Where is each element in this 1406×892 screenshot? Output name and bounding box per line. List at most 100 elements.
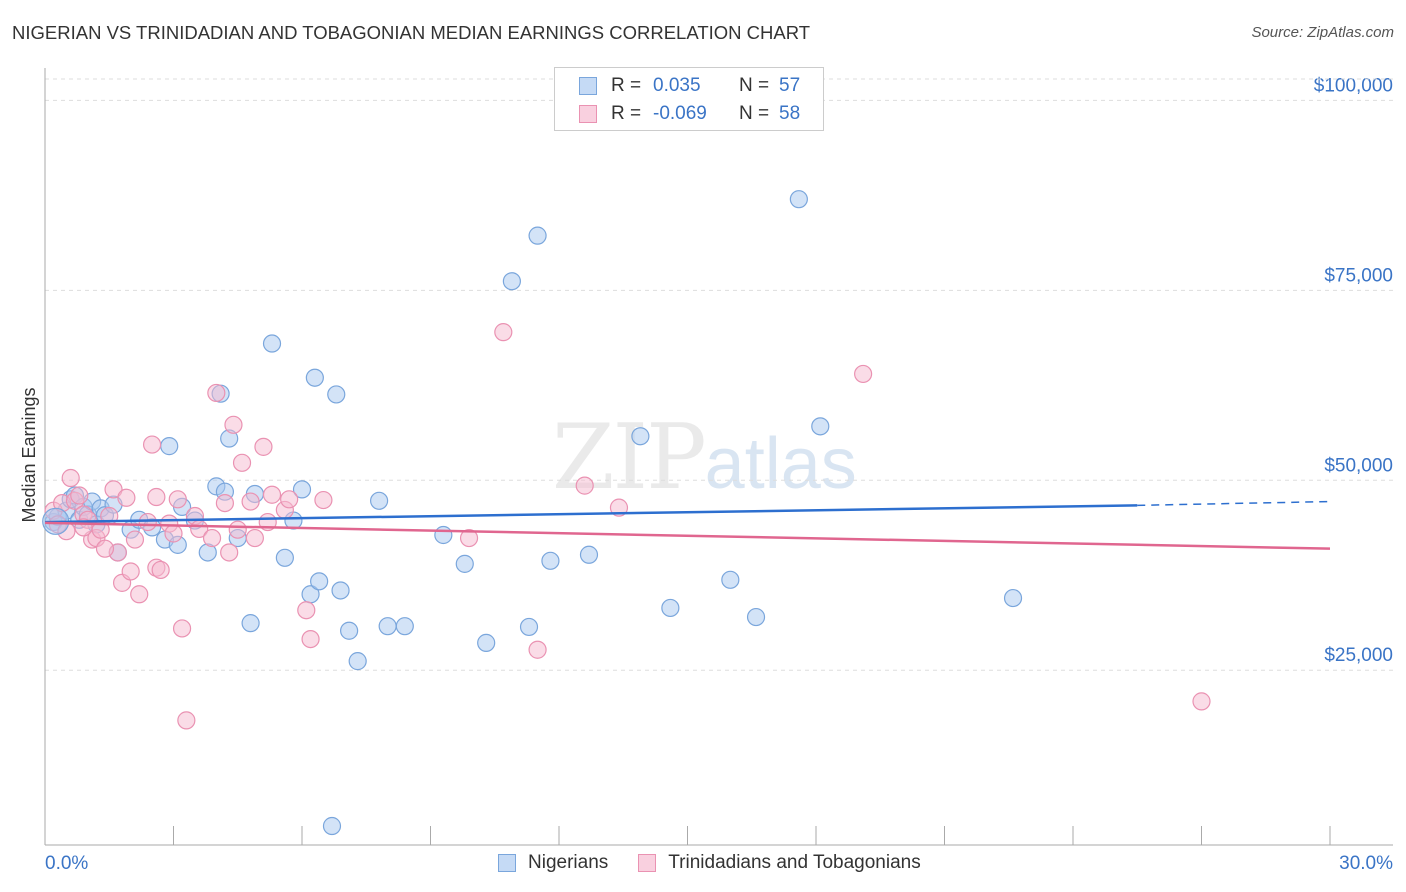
trinidadian-point xyxy=(130,585,149,604)
trinidadian-point xyxy=(104,480,123,499)
nigerian-point xyxy=(631,427,650,446)
y-axis-label: Median Earnings xyxy=(19,387,39,522)
nigerian-point xyxy=(331,581,350,600)
source-label: Source: ZipAtlas.com xyxy=(1251,24,1394,41)
nigerian-point xyxy=(721,570,740,589)
legend-item-trinidadians[interactable]: Trinidadians and Tobagonians xyxy=(638,852,921,874)
trinidadian-point xyxy=(854,364,873,384)
trinidadian-point xyxy=(220,543,239,562)
nigerian-point xyxy=(378,617,397,636)
nigerian-point xyxy=(340,621,359,640)
nigerian-point xyxy=(434,525,453,545)
trinidadian-point xyxy=(202,528,222,548)
legend-swatch-pink xyxy=(638,854,657,872)
trinidadian-point xyxy=(609,498,629,517)
trinidadian-point xyxy=(138,512,157,532)
legend-r-label: R = xyxy=(611,75,642,96)
trinidadian-point xyxy=(301,629,320,649)
legend-r-value: 0.035 xyxy=(653,75,701,96)
nigerian-point xyxy=(327,385,346,404)
x-tick-label: 0.0% xyxy=(45,853,88,874)
watermark-atlas: atlas xyxy=(704,424,857,504)
trinidadian-point xyxy=(147,487,166,507)
trinidadian-point xyxy=(172,619,192,638)
legend-n-label: N = xyxy=(739,103,770,124)
trinidadian-point xyxy=(280,490,299,509)
nigerian-point xyxy=(160,437,179,456)
nigerian-point xyxy=(746,607,766,627)
trinidadian-point xyxy=(297,601,316,620)
correlation-legend: R = 0.035 N = 57 R = -0.069 N = 58 xyxy=(554,67,824,131)
trinidadian-point xyxy=(228,520,247,539)
nigerian-point xyxy=(579,545,599,564)
legend-item-nigerians[interactable]: Nigerians xyxy=(498,852,608,874)
nigerian-point xyxy=(455,554,474,573)
nigerian-point xyxy=(519,617,539,637)
legend-swatch-blue xyxy=(498,854,516,872)
watermark-zip: ZIP xyxy=(552,405,707,510)
trinidadian-point xyxy=(575,476,594,495)
trinidadian-point xyxy=(245,528,264,548)
legend-label-nigerians: Nigerians xyxy=(528,852,609,873)
nigerian-point xyxy=(262,334,282,353)
trinidadian-point xyxy=(494,323,513,342)
nigerian-point xyxy=(1003,588,1023,608)
nigerian-point xyxy=(370,491,389,510)
trinidadian-point xyxy=(215,493,234,513)
trinidadian-point xyxy=(254,437,273,456)
nigerian-trendline-extension xyxy=(1137,500,1331,507)
trinidadian-point xyxy=(142,435,162,454)
nigerian-point xyxy=(348,652,367,671)
nigerian-trendline xyxy=(44,504,1138,524)
watermark: ZIPatlas xyxy=(552,405,857,510)
nigerian-point xyxy=(477,633,496,652)
y-tick-label: $75,000 xyxy=(1324,265,1393,286)
trinidadian-point xyxy=(207,383,226,403)
nigerian-point xyxy=(310,572,329,591)
y-tick-label: $25,000 xyxy=(1324,645,1393,666)
nigerian-point xyxy=(292,480,312,499)
nigerian-point xyxy=(275,548,294,567)
trinidadian-point xyxy=(61,468,80,488)
nigerian-point xyxy=(305,368,324,387)
nigerian-point xyxy=(811,417,830,436)
x-tick-label: 30.0% xyxy=(1339,853,1393,874)
trinidadian-point xyxy=(459,528,479,548)
legend-swatch-pink xyxy=(579,105,597,123)
nigerian-point xyxy=(241,614,260,633)
legend-r-value: -0.069 xyxy=(653,103,707,124)
nigerian-point xyxy=(541,551,560,570)
legend-n-label: N = xyxy=(739,75,770,96)
nigerian-point xyxy=(322,816,342,836)
trinidadian-point xyxy=(241,492,260,511)
legend-swatch-blue xyxy=(579,77,597,95)
legend-label-trinidadians: Trinidadians and Tobagonians xyxy=(668,852,921,873)
trinidadian-point xyxy=(168,490,187,509)
trinidadian-point xyxy=(117,488,136,507)
trinidadian-point xyxy=(528,640,547,659)
trinidadian-point xyxy=(224,415,243,434)
trinidadian-point xyxy=(95,539,115,558)
y-tick-label: $50,000 xyxy=(1324,455,1393,476)
y-tick-label: $100,000 xyxy=(1314,75,1393,96)
nigerian-point xyxy=(395,617,414,636)
legend-row-trinidadians: R = -0.069 N = 58 xyxy=(579,102,800,126)
trinidadian-point xyxy=(121,562,140,581)
trinidadian-point xyxy=(262,485,282,504)
legend-r-label: R = xyxy=(611,103,642,124)
chart-title: NIGERIAN VS TRINIDADIAN AND TOBAGONIAN M… xyxy=(12,22,811,43)
trinidadian-point xyxy=(151,560,170,580)
legend-n-value: 58 xyxy=(779,103,801,124)
nigerian-point xyxy=(502,272,521,291)
trinidadian-point xyxy=(70,486,89,505)
series-legend: Nigerians Trinidadians and Tobagonians xyxy=(498,852,951,874)
nigerian-point xyxy=(661,598,680,618)
trinidadian-point xyxy=(125,530,145,549)
trinidadian-trendline xyxy=(44,521,1331,550)
trinidadian-point xyxy=(177,711,196,730)
trinidadian-point xyxy=(232,453,252,472)
trinidadian-point xyxy=(164,524,183,543)
nigerian-point xyxy=(789,190,808,209)
legend-row-nigerians: R = 0.035 N = 57 xyxy=(579,74,800,98)
